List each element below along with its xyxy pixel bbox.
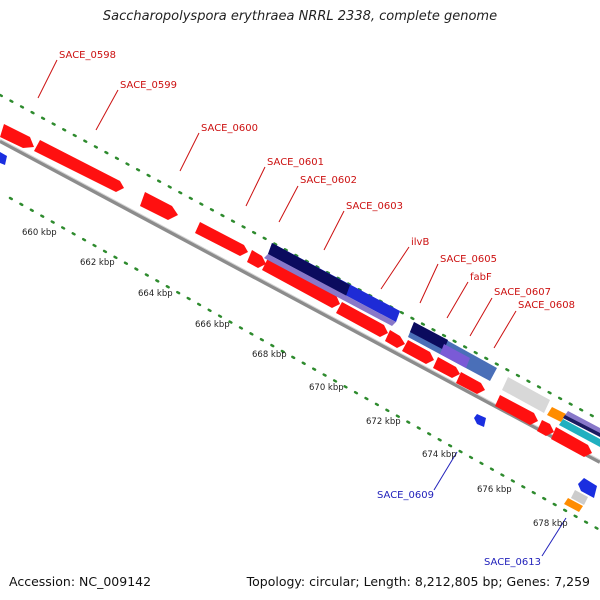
gene-SACE_0609[interactable] [474, 414, 486, 427]
gene-SACE_0600[interactable] [140, 192, 178, 220]
leader-SACE_0601 [245, 166, 266, 207]
gene-downstream-3[interactable] [551, 427, 592, 457]
feature-bar-grey-reverse [571, 490, 588, 505]
label-fabF[interactable]: fabF [470, 272, 492, 283]
gene-features [0, 124, 600, 512]
gene-SACE_0599[interactable] [34, 140, 124, 192]
feature-bar-orange [547, 407, 566, 422]
label-SACE_0609[interactable]: SACE_0609 [377, 490, 434, 501]
forward-gene-labels: SACE_0598 SACE_0599 SACE_0600 SACE_0601 … [59, 50, 575, 311]
label-SACE_0601[interactable]: SACE_0601 [267, 157, 324, 168]
tick-label: 674 kbp [422, 450, 457, 460]
label-SACE_0608[interactable]: SACE_0608 [518, 300, 575, 311]
forward-label-lines [37, 59, 517, 349]
label-SACE_0613[interactable]: SACE_0613 [484, 557, 541, 568]
tick-label: 666 kbp [195, 320, 230, 330]
gene-SACE_0603[interactable] [262, 258, 340, 308]
feature-bar-orange-reverse [564, 498, 583, 512]
leader-ilvB [380, 246, 410, 290]
tick-label: 676 kbp [477, 485, 512, 495]
gene-reverse-left[interactable] [0, 152, 7, 165]
tick-label: 664 kbp [138, 289, 173, 299]
scale-tick-labels: 660 kbp 662 kbp 664 kbp 666 kbp 668 kbp … [22, 228, 568, 529]
tick-label: 672 kbp [366, 417, 401, 427]
leader-fabF [446, 281, 469, 319]
tick-label: 660 kbp [22, 228, 57, 238]
leader-SACE_0600 [179, 132, 200, 172]
feature-bar-ilvB-dark [268, 243, 350, 296]
genome-summary-text: Topology: circular; Length: 8,212,805 bp… [246, 574, 590, 589]
leader-SACE_0608 [493, 310, 517, 349]
gene-SACE_0605[interactable] [385, 330, 405, 348]
feature-bar-grey [502, 377, 550, 413]
feature-bar-teal [559, 419, 600, 447]
label-SACE_0599[interactable]: SACE_0599 [120, 80, 177, 91]
feature-bar-ilvB-lavender [264, 254, 396, 326]
reverse-label-lines [433, 451, 567, 557]
tick-label: 668 kbp [252, 350, 287, 360]
label-SACE_0605[interactable]: SACE_0605 [440, 254, 497, 265]
reverse-gene-labels: SACE_0609 SACE_0613 [377, 490, 541, 568]
gene-SACE_0601[interactable] [195, 222, 248, 256]
inner-dotted-track [8, 196, 600, 532]
label-ilvB[interactable]: ilvB [411, 237, 429, 248]
leader-SACE_0609 [433, 451, 458, 491]
feature-bar-navy [563, 415, 600, 437]
gene-SACE_0598[interactable] [0, 124, 34, 148]
label-SACE_0600[interactable]: SACE_0600 [201, 123, 258, 134]
tick-label: 662 kbp [80, 258, 115, 268]
tick-label: 678 kbp [533, 519, 568, 529]
map-title: Saccharopolyspora erythraea NRRL 2338, c… [102, 9, 498, 24]
leader-SACE_0613 [541, 517, 567, 557]
gene-SACE_0602[interactable] [247, 250, 266, 268]
gene-fabF[interactable] [402, 340, 434, 364]
leader-SACE_0598 [37, 59, 58, 99]
leader-SACE_0605 [419, 263, 439, 304]
tick-label: 670 kbp [309, 383, 344, 393]
gene-ilvB[interactable] [336, 302, 388, 337]
label-SACE_0603[interactable]: SACE_0603 [346, 201, 403, 212]
leader-SACE_0603 [323, 210, 345, 251]
leader-SACE_0602 [278, 185, 299, 223]
label-SACE_0598[interactable]: SACE_0598 [59, 50, 116, 61]
label-SACE_0607[interactable]: SACE_0607 [494, 287, 551, 298]
label-SACE_0602[interactable]: SACE_0602 [300, 175, 357, 186]
gene-SACE_0607[interactable] [433, 357, 460, 378]
feature-bar-fabF-dark [410, 322, 448, 350]
gene-downstream-2[interactable] [537, 420, 554, 436]
leader-SACE_0599 [95, 89, 119, 131]
leader-SACE_0607 [469, 297, 493, 337]
gene-reverse-right[interactable] [578, 478, 597, 498]
accession-text: Accession: NC_009142 [9, 574, 152, 589]
gene-SACE_0608[interactable] [456, 372, 485, 394]
gene-downstream-1[interactable] [495, 395, 538, 425]
feature-bar-fabF-purple [440, 344, 470, 368]
